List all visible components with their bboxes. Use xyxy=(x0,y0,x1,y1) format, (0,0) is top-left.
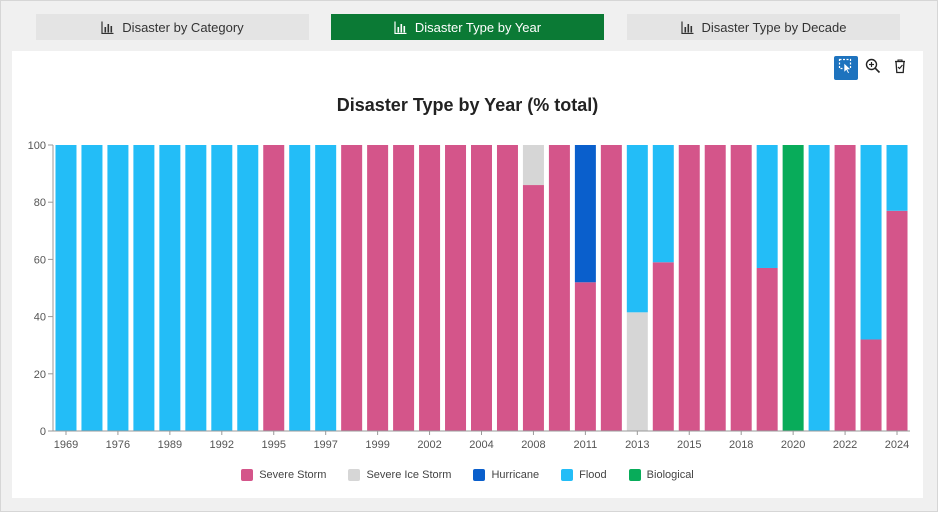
x-tick-label: 1999 xyxy=(365,439,389,451)
bar-segment[interactable] xyxy=(704,145,726,431)
bar-segment[interactable] xyxy=(626,312,648,431)
legend-item[interactable]: Flood xyxy=(561,469,607,481)
x-tick-label: 2002 xyxy=(417,439,441,451)
bar-segment[interactable] xyxy=(341,145,363,431)
bar-segment[interactable] xyxy=(522,145,544,186)
bar-segment[interactable] xyxy=(808,145,830,431)
bar-segment[interactable] xyxy=(860,145,882,340)
chart-title: Disaster Type by Year (% total) xyxy=(336,95,599,115)
tab-label: Disaster Type by Decade xyxy=(701,19,847,35)
bar-segment[interactable] xyxy=(315,145,337,431)
selection-icon xyxy=(838,58,854,79)
bar-segment[interactable] xyxy=(600,145,622,431)
bar-segment[interactable] xyxy=(834,145,856,431)
bar-segment[interactable] xyxy=(133,145,155,431)
legend-label: Severe Storm xyxy=(259,469,327,481)
clear-selection-button[interactable] xyxy=(888,56,912,80)
legend-swatch xyxy=(241,469,254,481)
legend-item[interactable]: Severe Storm xyxy=(241,469,326,481)
bar-segment[interactable] xyxy=(211,145,233,431)
bar-segment[interactable] xyxy=(548,145,570,431)
legend-swatch xyxy=(473,469,486,481)
bar-segment[interactable] xyxy=(471,145,492,431)
bar-segment[interactable] xyxy=(81,145,103,431)
bar-segment[interactable] xyxy=(263,145,285,431)
x-tick-label: 1992 xyxy=(210,439,234,451)
bar-segment[interactable] xyxy=(393,145,415,431)
bar-segment[interactable] xyxy=(886,145,908,211)
clear-selection-icon xyxy=(892,58,908,79)
legend-item[interactable]: Biological xyxy=(628,469,694,481)
legend-label: Severe Ice Storm xyxy=(366,469,452,481)
zoom-in-icon xyxy=(865,58,881,79)
legend-item[interactable]: Severe Ice Storm xyxy=(348,469,451,481)
y-tick-label: 0 xyxy=(40,426,46,438)
selection-tool-button[interactable] xyxy=(834,56,858,80)
bar-chart-icon xyxy=(101,21,114,34)
y-tick-label: 20 xyxy=(34,369,46,381)
bar-segment[interactable] xyxy=(652,145,674,263)
bar-chart-icon xyxy=(680,21,694,34)
legend-swatch xyxy=(348,469,361,481)
bar-segment[interactable] xyxy=(574,282,596,431)
legend-label: Flood xyxy=(579,469,607,481)
x-tick-label: 2008 xyxy=(521,439,545,451)
bar-segment[interactable] xyxy=(886,210,908,431)
x-tick-label: 2024 xyxy=(885,439,909,451)
bar-segment[interactable] xyxy=(678,145,700,431)
chart-panel: Disaster Type by Year (% total) 0 20 40 60 8… xyxy=(12,51,923,498)
bar-segment[interactable] xyxy=(289,145,311,431)
legend-swatch xyxy=(628,469,641,481)
bar-segment[interactable] xyxy=(237,145,259,431)
x-tick-label: 2011 xyxy=(574,439,598,451)
bar-segment[interactable] xyxy=(730,145,752,431)
x-tick-label: 2018 xyxy=(729,439,753,451)
stacked-bar-chart: 0 20 40 60 80 100 1969 1976 1989 1992 1995 1997 1999… xyxy=(28,140,910,451)
zoom-in-button[interactable] xyxy=(861,56,885,80)
bar-segment[interactable] xyxy=(107,145,129,431)
y-tick-label: 40 xyxy=(34,312,46,324)
x-tick-label: 1995 xyxy=(262,439,286,451)
bar-segment[interactable] xyxy=(782,145,804,431)
bar-segment[interactable] xyxy=(756,267,778,431)
x-tick-label: 2015 xyxy=(677,439,701,451)
y-tick-label: 60 xyxy=(34,254,46,266)
x-tick-label: 2022 xyxy=(833,439,857,451)
tab-disaster-type-by-year[interactable]: Disaster Type by Year xyxy=(331,14,604,40)
x-tick-label: 2020 xyxy=(781,439,805,451)
x-tick-label: 1997 xyxy=(313,439,337,451)
bar-segment[interactable] xyxy=(574,145,596,283)
bar-segment[interactable] xyxy=(185,145,207,431)
bar-segment[interactable] xyxy=(626,145,648,313)
bar-segment[interactable] xyxy=(496,145,518,431)
x-tick-label: 2013 xyxy=(625,439,649,451)
legend-swatch xyxy=(561,469,574,481)
bar-segment[interactable] xyxy=(445,145,467,431)
legend-item[interactable]: Hurricane xyxy=(473,469,539,481)
x-tick-label: 1969 xyxy=(54,439,78,451)
tab-disaster-by-category[interactable]: Disaster by Category xyxy=(36,14,309,40)
x-tick-label: 1976 xyxy=(106,439,130,451)
tab-label: Disaster Type by Year xyxy=(414,19,542,35)
y-tick-label: 100 xyxy=(28,140,46,152)
bar-segment[interactable] xyxy=(367,145,389,431)
bar-segment[interactable] xyxy=(522,185,544,431)
tab-label: Disaster by Category xyxy=(122,19,244,35)
bar-segment[interactable] xyxy=(419,145,441,431)
x-tick-label: 1989 xyxy=(158,439,182,451)
y-tick-label: 80 xyxy=(34,197,46,209)
bar-chart-icon xyxy=(394,21,407,34)
x-tick-label: 2004 xyxy=(469,439,493,451)
legend-label: Biological xyxy=(646,469,694,481)
bar-segment[interactable] xyxy=(55,145,77,431)
chart-tab-bar: Disaster by Category Disaster Type by Ye… xyxy=(0,0,938,50)
legend-label: Hurricane xyxy=(491,469,540,481)
bar-segment[interactable] xyxy=(159,145,181,431)
chart-legend: Severe Storm Severe Ice Storm Hurricane Flo… xyxy=(12,469,923,481)
bar-segment[interactable] xyxy=(652,262,674,431)
bar-segment[interactable] xyxy=(756,145,778,268)
tab-disaster-type-by-decade[interactable]: Disaster Type by Decade xyxy=(627,14,900,40)
bar-segment[interactable] xyxy=(860,339,882,431)
